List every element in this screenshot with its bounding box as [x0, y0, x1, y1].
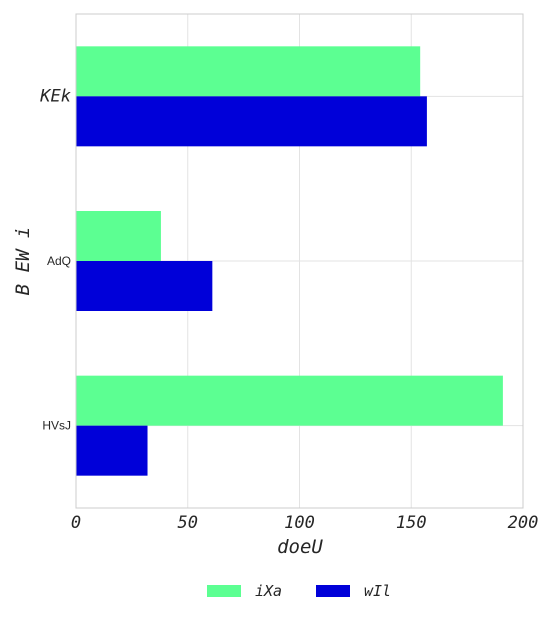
y-axis-label: B EW i [12, 227, 34, 296]
x-tick-label: 100 [284, 513, 315, 533]
plot-frame [75, 13, 524, 509]
x-tick-label: 50 [178, 513, 198, 533]
bar-iXa-KEk [76, 46, 421, 97]
y-tick-labels: KEk AdQ HVsJ [39, 86, 71, 432]
bar-wIl-HVsJ [76, 425, 148, 476]
y-tick-label: AdQ [47, 254, 71, 268]
legend-swatch-wIl [316, 585, 350, 597]
bars [76, 46, 503, 476]
bar-wIl-KEk [76, 96, 427, 147]
legend-label-iXa: iXa [255, 582, 282, 600]
x-tick-labels: 0 50 100 150 200 [71, 513, 538, 533]
bar-wIl-AdQ [76, 261, 213, 311]
legend: iXa wIl [207, 582, 391, 600]
bar-iXa-HVsJ [76, 375, 503, 426]
bar-iXa-AdQ [76, 211, 161, 261]
x-tick-label: 200 [508, 513, 539, 533]
x-axis-label: doeU [277, 536, 323, 558]
y-tick-label: HVsJ [42, 419, 71, 433]
x-tick-label: 150 [396, 513, 427, 533]
y-tick-label: KEk [39, 86, 71, 106]
legend-swatch-iXa [207, 585, 241, 597]
x-tick-label: 0 [71, 513, 81, 533]
legend-label-wIl: wIl [364, 582, 391, 600]
